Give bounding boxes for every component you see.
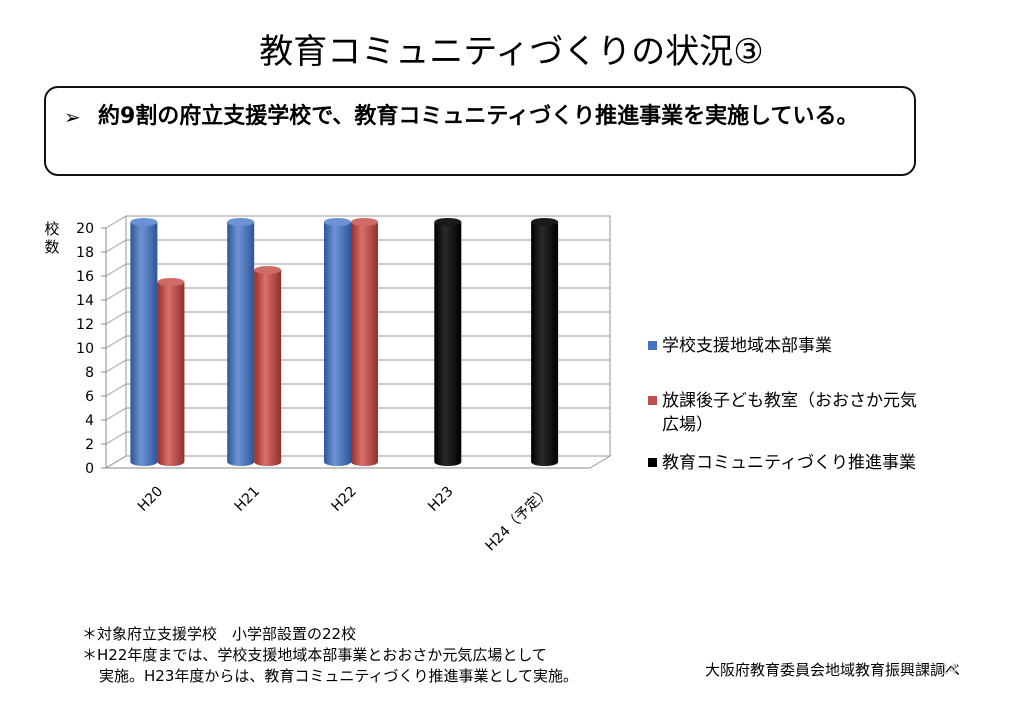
gridline-side bbox=[105, 239, 127, 253]
footnote-3: 実施。H23年度からは、教育コミュニティづくり推進事業として実施。 bbox=[99, 667, 579, 685]
footnotes: ＊対象府立支援学校 小学部設置の22校 ＊H22年度までは、学校支援地域本部事業… bbox=[82, 624, 578, 687]
bar-放課後子ども教室（おおさか元気広場）-H22 bbox=[351, 222, 378, 466]
legend-label: 教育コミュニティづくり推進事業 bbox=[662, 453, 916, 473]
gridline-side bbox=[105, 287, 127, 301]
legend-item: 放課後子ども教室（おおさか元気広場） bbox=[648, 389, 918, 437]
legend-swatch bbox=[648, 396, 657, 405]
legend-label: 放課後子ども教室（おおさか元気広場） bbox=[662, 391, 917, 435]
y-tick-label: 0 bbox=[85, 461, 94, 477]
x-tick-label: H23 bbox=[425, 484, 456, 515]
gridline-side bbox=[105, 263, 127, 277]
bar-top-放課後子ども教室（おおさか元気広場）-H21 bbox=[254, 266, 282, 274]
chart-bars bbox=[130, 218, 559, 466]
x-tick-label: H22 bbox=[328, 484, 359, 515]
gridline-side bbox=[105, 455, 127, 469]
gridline-side bbox=[105, 335, 127, 349]
y-tick-label: 10 bbox=[76, 341, 94, 357]
bar-top-学校支援地域本部事業-H22 bbox=[324, 218, 351, 226]
gridline-side bbox=[105, 311, 127, 325]
bar-top-教育コミュニティづくり推進事業-H24（予定） bbox=[531, 218, 559, 226]
gridline-side bbox=[105, 383, 127, 397]
bar-top-放課後子ども教室（おおさか元気広場）-H20 bbox=[157, 278, 185, 286]
legend-item: 学校支援地域本部事業 bbox=[648, 334, 918, 358]
legend-swatch bbox=[648, 341, 657, 350]
page-number: 14 bbox=[940, 662, 958, 678]
bar-top-教育コミュニティづくり推進事業-H23 bbox=[434, 218, 462, 226]
footnote-1: ＊対象府立支援学校 小学部設置の22校 bbox=[82, 625, 357, 643]
gridline-side bbox=[105, 359, 127, 373]
gridline-side bbox=[105, 215, 127, 229]
bar-学校支援地域本部事業-H21 bbox=[227, 222, 255, 466]
y-tick-label: 18 bbox=[76, 245, 94, 261]
y-tick-label: 20 bbox=[76, 221, 94, 237]
legend-label: 学校支援地域本部事業 bbox=[662, 336, 832, 356]
legend-swatch bbox=[648, 458, 657, 467]
footnote-2: ＊H22年度までは、学校支援地域本部事業とおおさか元気広場として bbox=[82, 646, 547, 664]
callout-text: 約9割の府立支援学校で、教育コミュニティづくり推進事業を実施している。 bbox=[98, 104, 859, 129]
bar-学校支援地域本部事業-H20 bbox=[130, 222, 158, 466]
gridline-side bbox=[105, 407, 127, 421]
y-tick-label: 14 bbox=[76, 293, 94, 309]
source-credit: 大阪府教育委員会地域教育振興課調べ bbox=[705, 661, 961, 679]
y-tick-label: 2 bbox=[85, 437, 94, 453]
gridline-side bbox=[105, 431, 127, 445]
bar-放課後子ども教室（おおさか元気広場）-H20 bbox=[157, 282, 185, 466]
y-tick-label: 16 bbox=[76, 269, 94, 285]
bar-top-学校支援地域本部事業-H21 bbox=[227, 218, 255, 226]
bar-学校支援地域本部事業-H22 bbox=[324, 222, 351, 466]
bar-教育コミュニティづくり推進事業-H24（予定） bbox=[531, 222, 559, 466]
summary-callout: ➢ 約9割の府立支援学校で、教育コミュニティづくり推進事業を実施している。 bbox=[44, 86, 916, 176]
page-title: 教育コミュニティづくりの状況③ bbox=[259, 32, 764, 72]
bullet-arrow-icon: ➢ bbox=[64, 105, 81, 129]
bar-top-学校支援地域本部事業-H20 bbox=[130, 218, 158, 226]
bar-top-放課後子ども教室（おおさか元気広場）-H22 bbox=[351, 218, 378, 226]
bar-放課後子ども教室（おおさか元気広場）-H21 bbox=[254, 270, 282, 466]
y-axis-label-char: 校 bbox=[44, 220, 59, 238]
x-tick-label: H21 bbox=[232, 484, 263, 515]
x-tick-label: H24（予定） bbox=[482, 484, 553, 555]
bar-教育コミュニティづくり推進事業-H23 bbox=[434, 222, 462, 466]
y-axis-label-char: 数 bbox=[44, 238, 59, 256]
chart-axes bbox=[101, 227, 590, 469]
y-tick-label: 6 bbox=[85, 389, 94, 405]
y-tick-label: 4 bbox=[85, 413, 94, 429]
y-tick-label: 8 bbox=[85, 365, 94, 381]
legend-item: 教育コミュニティづくり推進事業 bbox=[648, 451, 918, 475]
y-tick-label: 12 bbox=[76, 317, 94, 333]
x-tick-label: H20 bbox=[135, 484, 166, 515]
